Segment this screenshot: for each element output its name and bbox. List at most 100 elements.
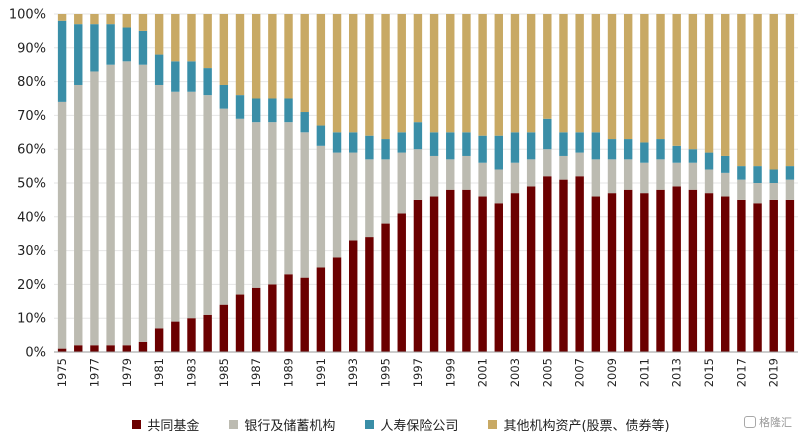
bar-segment-s2-2015 [704, 152, 714, 170]
bar-stack-2002 [494, 14, 503, 352]
bar-segment-s0-1987 [251, 287, 261, 352]
bar-segment-s0-1995 [381, 223, 390, 352]
bar-stack-2009 [607, 14, 617, 352]
bar-segment-s0-2016 [721, 196, 730, 352]
bar-segment-s1-1998 [429, 155, 439, 197]
bar-segment-s3-1998 [429, 14, 439, 133]
legend: 共同基金 银行及储蓄机构 人寿保险公司 其他机构资产(股票、债券等) [0, 412, 802, 436]
bar-segment-s2-2008 [591, 132, 601, 160]
bar-segment-s1-1991 [316, 145, 326, 268]
bar-segment-s3-2014 [688, 14, 698, 150]
x-tick-label: 1991 [314, 358, 328, 387]
bar-segment-s1-2009 [607, 159, 617, 194]
bar-segment-s1-2017 [737, 179, 746, 200]
bar-segment-s3-2002 [494, 14, 503, 136]
y-tick-label: 70% [17, 109, 46, 124]
bar-segment-s2-2004 [526, 132, 536, 160]
bar-segment-s1-2006 [559, 155, 568, 180]
bar-segment-s1-1983 [187, 91, 196, 319]
bar-segment-s3-2018 [753, 14, 762, 167]
bar-segment-s2-1978 [106, 24, 115, 65]
y-grid [54, 13, 798, 319]
bar-segment-s0-2007 [575, 176, 584, 352]
x-tick-label: 2017 [734, 358, 748, 387]
bar-segment-s1-2005 [543, 149, 552, 177]
bar-stack-2003 [510, 14, 520, 352]
bar-stack-2006 [559, 14, 568, 352]
bar-segment-s3-1993 [349, 14, 358, 133]
bar-segment-s3-2000 [462, 14, 471, 133]
x-tick-label: 1981 [152, 358, 166, 387]
bar-segment-s1-1995 [381, 159, 390, 224]
x-tick-label: 2005 [540, 358, 554, 387]
bar-segment-s0-2015 [704, 193, 714, 352]
bar-segment-s0-1988 [268, 284, 277, 352]
bar-segment-s3-2010 [623, 14, 633, 140]
bar-segment-s1-1980 [138, 64, 148, 342]
bar-segment-s1-2016 [721, 172, 730, 197]
bar-segment-s0-2019 [769, 199, 778, 352]
bar-segment-s2-1997 [413, 122, 423, 150]
bar-segment-s3-1980 [138, 14, 148, 31]
bar-segment-s1-1999 [446, 159, 455, 190]
bar-segment-s0-1997 [413, 199, 423, 352]
x-tick-label: 1989 [282, 358, 296, 387]
bar-segment-s2-2012 [656, 139, 665, 160]
x-tick-label: 2003 [508, 358, 522, 387]
bar-segment-s0-1996 [397, 213, 406, 352]
bar-segment-s2-2017 [737, 166, 746, 180]
y-tick-label: 30% [17, 244, 46, 259]
bar-segment-s0-2003 [510, 193, 520, 352]
y-tick-label: 90% [17, 41, 46, 56]
legend-label: 人寿保险公司 [380, 418, 459, 434]
bar-segment-s1-1988 [268, 122, 277, 285]
bar-segment-s2-2003 [510, 132, 520, 163]
y-axis-ticks: 0% 10% 20% 30% 40% 50% 60% 70% 80% 90% 100% [9, 8, 46, 361]
bar-segment-s0-2008 [591, 196, 601, 352]
bar-segment-s2-2010 [623, 139, 633, 160]
legend-swatch [365, 419, 375, 429]
bar-segment-s2-1981 [154, 54, 164, 85]
x-tick-label: 1975 [55, 358, 69, 387]
bar-segment-s2-1980 [138, 30, 148, 65]
bar-segment-s3-1975 [57, 14, 67, 21]
bar-segment-s3-1987 [251, 14, 261, 99]
bar-segment-s0-1991 [316, 267, 326, 352]
bar-segment-s2-1988 [268, 98, 277, 123]
bar-segment-s0-2018 [753, 203, 762, 352]
bar-segment-s2-1999 [446, 132, 455, 160]
bar-segment-s1-2019 [769, 183, 778, 200]
bar-segment-s3-1978 [106, 14, 115, 25]
bar-segment-s0-1989 [284, 274, 293, 352]
bar-segment-s3-2015 [704, 14, 714, 153]
bar-segment-s3-1994 [365, 14, 374, 136]
bar-stack-1989 [284, 14, 293, 352]
bar-segment-s1-2001 [478, 162, 487, 197]
bar-segment-s1-2000 [462, 155, 471, 190]
y-tick-label: 40% [17, 210, 46, 225]
bar-segment-s3-2012 [656, 14, 665, 140]
bar-segment-s2-1992 [332, 132, 342, 153]
bar-stack-1975 [57, 14, 67, 352]
bar-segment-s3-2011 [640, 14, 649, 143]
bar-segment-s3-2004 [526, 14, 536, 133]
legend-label: 共同基金 [147, 418, 200, 434]
legend-swatch [132, 419, 142, 429]
bar-segment-s0-1986 [235, 294, 245, 352]
bar-segment-s3-2016 [721, 14, 730, 156]
x-tick-label: 2007 [573, 358, 587, 387]
bar-segment-s0-1981 [154, 328, 164, 352]
bar-segment-s1-2012 [656, 159, 665, 190]
bar-stack-1978 [106, 14, 115, 352]
bar-segment-s2-2001 [478, 135, 487, 163]
bar-stack-1995 [381, 14, 390, 352]
bar-stack-1983 [187, 14, 196, 352]
bar-segment-s2-1996 [397, 132, 406, 153]
bar-stack-1993 [349, 14, 358, 352]
bar-segment-s0-2002 [494, 203, 503, 352]
bar-segment-s2-1993 [349, 132, 358, 153]
bar-segment-s0-1990 [300, 277, 309, 352]
bar-segment-s2-2020 [785, 166, 795, 180]
bar-segment-s1-2007 [575, 152, 584, 177]
bar-segment-s0-2020 [785, 199, 795, 352]
